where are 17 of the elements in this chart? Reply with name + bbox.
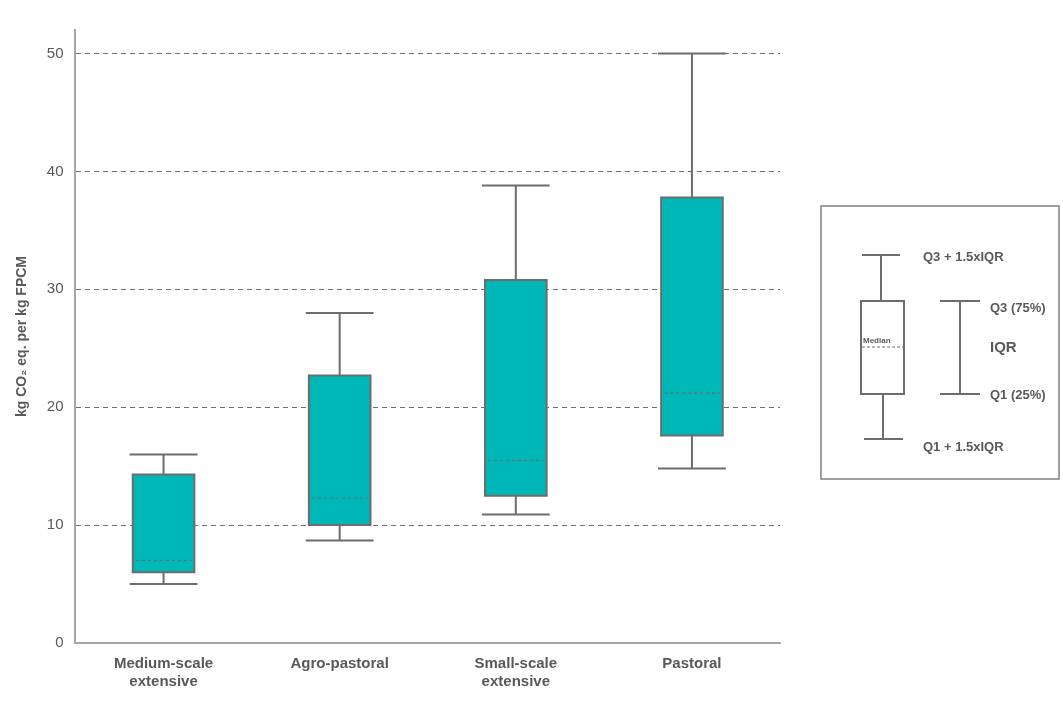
y-tick-label: 20: [46, 397, 64, 415]
text: Q3 (75%): [990, 300, 1046, 315]
y-tick-label: 50: [46, 43, 64, 61]
text: Q1 (25%): [990, 387, 1046, 402]
text: IQR: [990, 338, 1017, 355]
x-tick-label: Agro-pastoral: [290, 654, 389, 672]
text: Q1 + 1.5xIQR: [923, 439, 1005, 454]
text: Q3 + 1.5xIQR: [923, 249, 1005, 264]
x-tick-label: Small-scale extensive: [474, 654, 558, 690]
x-tick-label: Medium-scale extensive: [113, 654, 214, 690]
y-tick-label: 0: [55, 633, 64, 651]
y-tick-label: 40: [46, 161, 64, 179]
text: Median: [863, 336, 891, 345]
x-tick-label: Pastoral: [662, 654, 722, 672]
y-tick-label: 30: [46, 279, 64, 297]
y-axis-title: kg CO₂ eq. per kg FPCM: [13, 255, 30, 418]
y-tick-label: 10: [46, 515, 64, 533]
